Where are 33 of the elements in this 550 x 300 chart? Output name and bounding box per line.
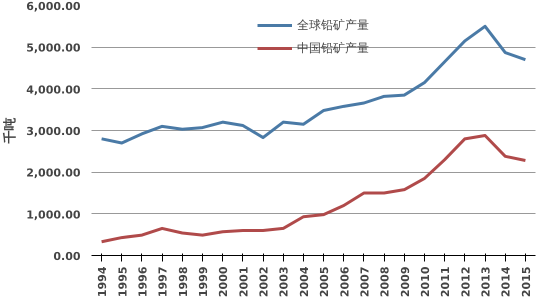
x-tick-label: 2005 — [318, 266, 332, 298]
x-tick-label: 2009 — [398, 266, 412, 298]
x-tick-label: 2011 — [439, 266, 452, 298]
x-tick-label: 2014 — [500, 266, 513, 298]
x-tick-label: 2006 — [338, 266, 352, 298]
y-tick-label: 5,000.00 — [26, 42, 81, 55]
x-tick-label: 1995 — [116, 266, 130, 298]
x-tick-label: 2003 — [278, 266, 291, 298]
y-tick-label: 0.00 — [53, 250, 81, 263]
y-axis-title: 千吨 — [2, 118, 18, 144]
x-tick-label: 2004 — [298, 266, 311, 298]
x-tick-label: 2007 — [358, 266, 372, 298]
x-tick-label: 2013 — [480, 266, 493, 298]
x-tick-label: 1999 — [197, 266, 210, 298]
x-tick-label: 1998 — [176, 266, 190, 298]
x-tick-label: 2015 — [520, 266, 533, 298]
y-tick-label: 2,000.00 — [26, 166, 81, 180]
x-tick-label: 1994 — [96, 266, 110, 298]
legend-label: 全球铅矿产量 — [297, 16, 369, 34]
x-tick-label: 1996 — [136, 266, 150, 298]
x-tick-label: 2008 — [378, 266, 392, 298]
line-series — [100, 134, 527, 244]
x-tick-label: 2000 — [217, 266, 230, 298]
x-tick-label: 2012 — [459, 266, 472, 298]
y-tick-label: 1,000.00 — [26, 208, 81, 222]
y-tick-label: 6,000.00 — [26, 0, 81, 13]
x-tick-label: 2002 — [258, 266, 271, 298]
x-tick-label: 2001 — [237, 266, 250, 298]
x-tick-label: 1997 — [156, 266, 170, 298]
legend-label: 中国铅矿产量 — [297, 40, 369, 56]
x-tick-label: 2010 — [419, 266, 432, 298]
y-tick-label: 4,000.00 — [26, 83, 81, 96]
y-tick-label: 3,000.00 — [26, 125, 81, 138]
